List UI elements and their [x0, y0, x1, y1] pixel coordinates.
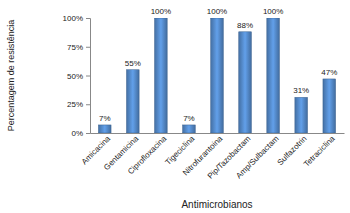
- y-tick-label: 50%: [67, 72, 83, 81]
- y-axis-title: Percentagem de resistência: [6, 20, 16, 132]
- data-label: 100%: [207, 7, 227, 16]
- plot: 0% 25% 50% 75% 100% AmicacinaGentamicinaCipro…: [63, 7, 345, 181]
- data-label: 7%: [99, 114, 111, 123]
- y-tick-label: 100%: [63, 14, 83, 23]
- y-tick-label: 75%: [67, 43, 83, 52]
- y-tick: 25%: [67, 100, 90, 109]
- data-label: 55%: [125, 59, 141, 68]
- bars: [98, 18, 335, 133]
- bar: [98, 125, 111, 133]
- y-tick-label: 0%: [71, 129, 83, 138]
- y-tick-mark: [86, 133, 90, 134]
- bar: [267, 18, 280, 133]
- bar: [323, 79, 336, 133]
- chart: 0% 25% 50% 75% 100% AmicacinaGentamicinaCipro…: [0, 0, 350, 213]
- y-axis: 0% 25% 50% 75% 100%: [63, 14, 91, 138]
- data-label: 100%: [263, 7, 283, 16]
- y-tick-mark: [86, 104, 90, 105]
- bar: [183, 125, 196, 133]
- y-tick: 0%: [71, 129, 90, 138]
- bar: [239, 32, 252, 133]
- bar: [155, 18, 168, 133]
- x-tick-label: Amp/Sulbactam: [234, 134, 281, 181]
- y-tick-label: 25%: [67, 100, 83, 109]
- bar: [211, 18, 224, 133]
- x-tick: Amp/Sulbactam: [234, 134, 281, 181]
- data-label: 88%: [237, 21, 253, 30]
- data-label: 31%: [293, 86, 309, 95]
- x-tick: Tetraciclina: [302, 134, 337, 169]
- y-tick: 75%: [67, 43, 90, 52]
- y-tick: 100%: [63, 14, 90, 23]
- bar: [126, 70, 139, 133]
- bar: [295, 97, 308, 133]
- y-axis-line: [86, 19, 91, 134]
- data-label: 100%: [151, 7, 171, 16]
- x-axis: AmicacinaGentamicinaCiprofloxacinaTigeci…: [80, 134, 345, 181]
- data-label: 47%: [321, 68, 337, 77]
- y-tick-mark: [86, 76, 90, 77]
- y-tick-mark: [86, 18, 90, 19]
- y-tick: 50%: [67, 72, 90, 81]
- x-tick-label: Tetraciclina: [302, 134, 337, 169]
- x-tick-label: Ciprofloxacina: [126, 134, 169, 177]
- data-label: 7%: [183, 114, 195, 123]
- x-axis-title: Antimicrobianos: [181, 199, 252, 210]
- x-tick: Ciprofloxacina: [126, 134, 169, 177]
- data-labels: 7% 55% 100% 7% 100% 88% 100% 31% 47%: [99, 7, 337, 123]
- y-tick-mark: [86, 47, 90, 48]
